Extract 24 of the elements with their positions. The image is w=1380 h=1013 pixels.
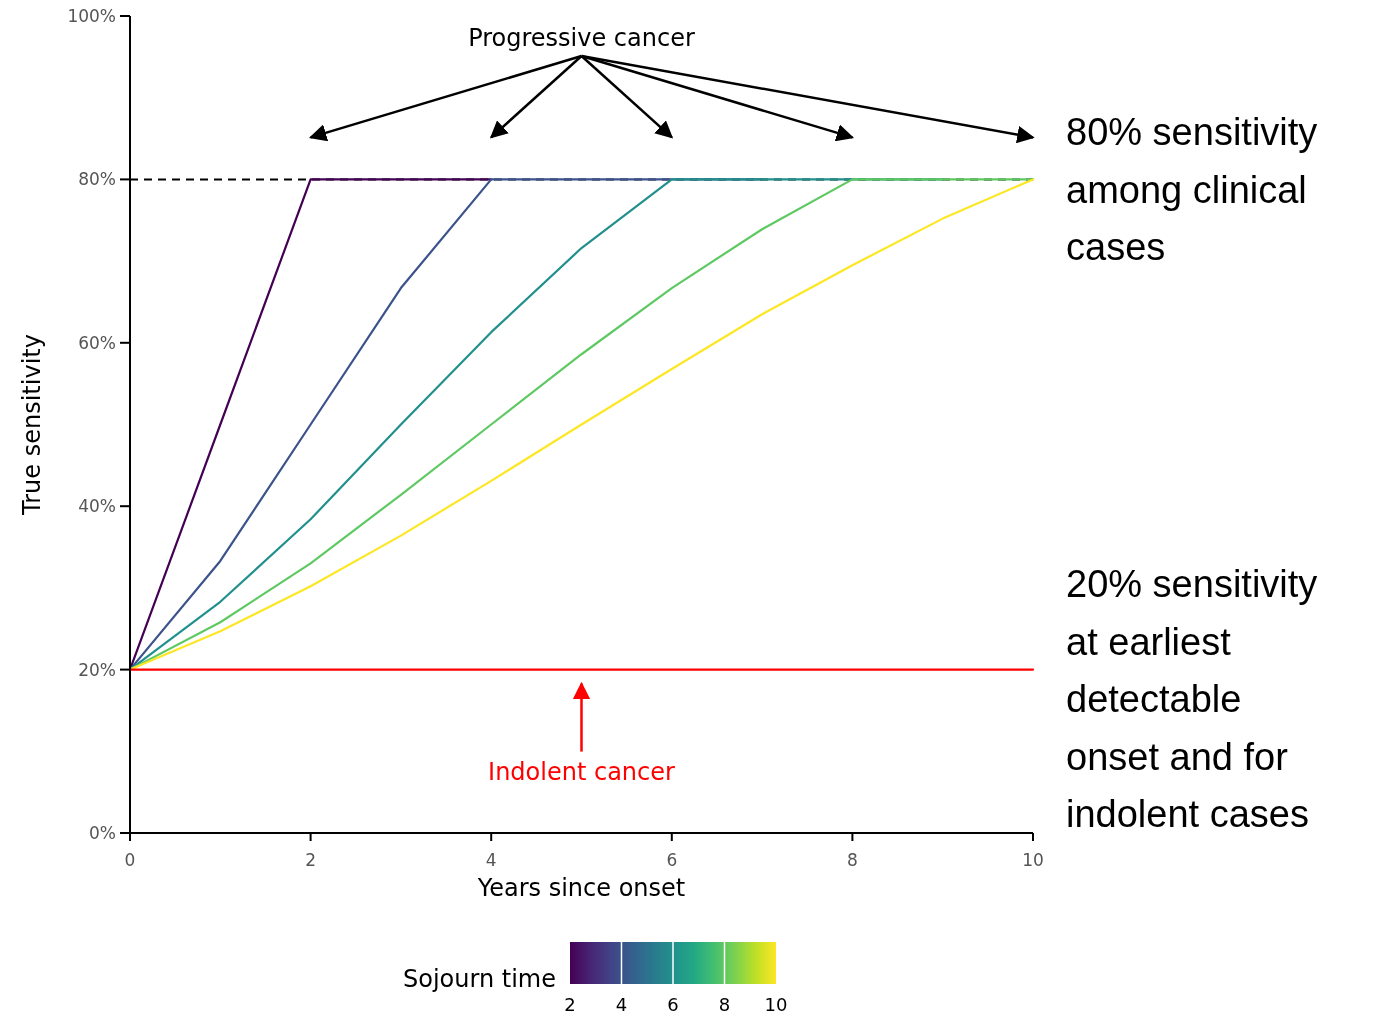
x-tick-label: 10 bbox=[1022, 850, 1044, 870]
annotation: Indolent cancer bbox=[488, 757, 676, 786]
color-bar-label: 8 bbox=[718, 994, 731, 1013]
y-axis-title: True sensitivity bbox=[18, 334, 46, 516]
text: 20% sensitivity at earliest detectable onset and for indolent cases bbox=[1066, 563, 1318, 835]
y-tick-label: 40% bbox=[78, 496, 116, 517]
color-bar-label: 10 bbox=[764, 994, 788, 1013]
x-tick-label: 0 bbox=[124, 850, 136, 870]
x-tick-label: 2 bbox=[305, 850, 317, 870]
color-bar-label: 6 bbox=[667, 994, 679, 1013]
x-tick-label: 4 bbox=[485, 850, 497, 870]
y-tick-label: 60% bbox=[78, 332, 116, 353]
y-tick-label: 100% bbox=[67, 5, 116, 26]
y-tick-label: 0% bbox=[89, 822, 116, 843]
x-tick-label: 6 bbox=[666, 850, 678, 870]
text: 80% sensitivity among clinical cases bbox=[1066, 111, 1318, 268]
annotation: Progressive cancer bbox=[468, 24, 695, 52]
color-bar-label: 4 bbox=[615, 994, 628, 1013]
color-bar-title: Sojourn time bbox=[403, 965, 556, 993]
x-axis-title: Years since onset bbox=[476, 874, 686, 902]
x-tick-label: 8 bbox=[846, 850, 858, 870]
y-tick-label: 80% bbox=[78, 169, 116, 190]
y-tick-label: 20% bbox=[78, 659, 116, 680]
color-bar-label: 2 bbox=[564, 994, 576, 1013]
